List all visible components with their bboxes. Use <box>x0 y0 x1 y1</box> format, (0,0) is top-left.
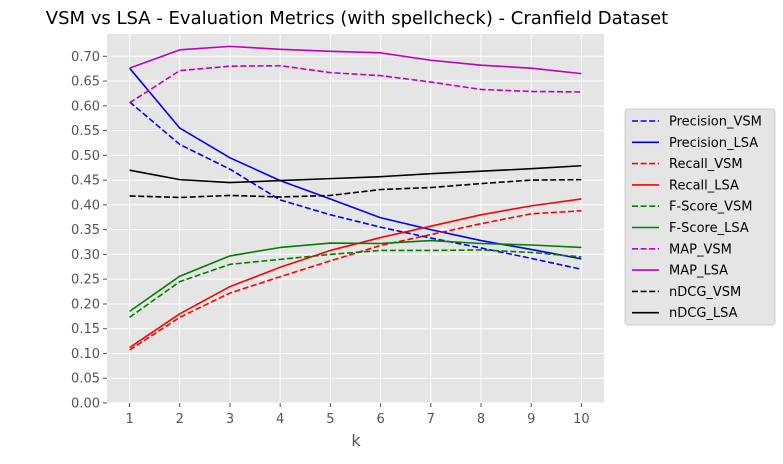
series-line-map-vsm <box>129 64 582 104</box>
y-tick-label: 0.00 <box>71 397 100 412</box>
series-line-recall-vsm <box>129 210 582 351</box>
legend-frame <box>624 108 776 326</box>
x-tick-label: 8 <box>477 412 485 427</box>
y-tick-label: 0.50 <box>71 149 100 164</box>
y-tick-label: 0.10 <box>71 347 100 362</box>
y-tick-label: 0.60 <box>71 99 100 114</box>
series-lines <box>128 45 582 351</box>
x-tick-label: 7 <box>427 412 435 427</box>
x-tick-label: 3 <box>226 412 234 427</box>
legend-label: F-Score_LSA <box>669 221 749 236</box>
y-tick-label: 0.40 <box>71 198 100 213</box>
x-tick-label: 6 <box>376 412 384 427</box>
x-axis-label: k <box>351 431 361 450</box>
series-line-ndcg-lsa <box>129 164 582 184</box>
legend-label: Recall_VSM <box>669 157 743 172</box>
series-line-f-score-vsm <box>129 249 582 318</box>
legend-label: MAP_VSM <box>669 242 732 257</box>
grid-lines <box>107 34 604 404</box>
y-tick-label: 0.35 <box>71 223 100 238</box>
x-tick-label: 1 <box>125 412 133 427</box>
legend-entries: Precision_VSM Precision_LSA Recall_VSM Reca… <box>632 115 762 321</box>
y-tick-label: 0.20 <box>71 297 100 312</box>
legend: Precision_VSM Precision_LSA Recall_VSM Reca… <box>624 108 776 326</box>
legend-label: F-Score_VSM <box>669 200 752 215</box>
y-tick-label: 0.05 <box>71 372 100 387</box>
chart-title: VSM vs LSA - Evaluation Metrics (with sp… <box>46 8 668 29</box>
y-tick-label: 0.25 <box>71 273 100 288</box>
series-line-f-score-lsa <box>129 239 582 313</box>
legend-label: Precision_VSM <box>669 115 762 130</box>
y-tick-label: 0.70 <box>71 50 100 65</box>
legend-label: Precision_LSA <box>669 136 758 151</box>
x-tick-label: 10 <box>573 412 590 427</box>
legend-label: nDCG_LSA <box>669 306 738 321</box>
axis-ticks: 0.00 0.05 0.10 0.15 0.20 0.25 0.30 0.35 0.40 0.45… <box>71 50 590 427</box>
x-tick-label: 2 <box>176 412 184 427</box>
x-tick-label: 5 <box>326 412 334 427</box>
legend-label: nDCG_VSM <box>669 285 741 300</box>
series-line-precision-vsm <box>129 101 582 271</box>
legend-label: MAP_LSA <box>669 264 728 279</box>
y-tick-label: 0.65 <box>71 75 100 90</box>
y-tick-label: 0.55 <box>71 124 100 139</box>
x-tick-label: 9 <box>527 412 535 427</box>
y-tick-label: 0.15 <box>71 322 100 337</box>
y-tick-label: 0.30 <box>71 248 100 263</box>
x-tick-label: 4 <box>276 412 284 427</box>
series-line-ndcg-vsm <box>129 178 582 199</box>
series-line-map-lsa <box>129 45 582 75</box>
legend-label: Recall_LSA <box>669 178 739 193</box>
y-tick-label: 0.45 <box>71 174 100 189</box>
plot-area <box>107 34 604 403</box>
